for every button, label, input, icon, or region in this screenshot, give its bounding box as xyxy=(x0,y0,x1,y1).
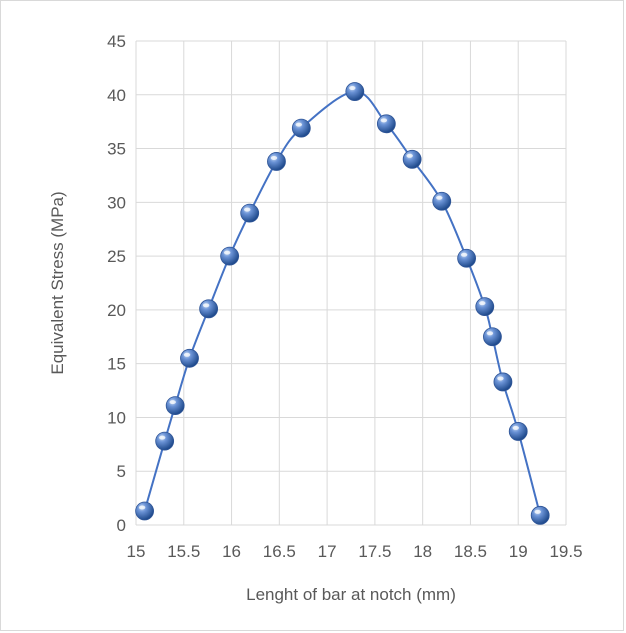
x-tick-label: 19 xyxy=(509,542,528,561)
data-point xyxy=(493,372,513,392)
y-tick-label: 25 xyxy=(107,247,126,266)
data-point xyxy=(165,396,185,416)
y-axis-title: Equivalent Stress (MPa) xyxy=(48,191,67,374)
data-points xyxy=(135,82,550,525)
data-point xyxy=(220,246,240,266)
data-point xyxy=(483,327,502,347)
x-tick-label: 15.5 xyxy=(167,542,200,561)
x-tick-label: 18 xyxy=(413,542,432,561)
x-tick-label: 19.5 xyxy=(549,542,582,561)
x-tick-label: 18.5 xyxy=(454,542,487,561)
x-tick-label: 16 xyxy=(222,542,241,561)
data-point xyxy=(180,348,199,368)
y-tick-label: 45 xyxy=(107,32,126,51)
x-tick-label: 17 xyxy=(318,542,337,561)
data-point xyxy=(155,431,175,451)
data-point xyxy=(345,82,365,101)
data-point xyxy=(530,505,550,525)
y-tick-label: 40 xyxy=(107,86,126,105)
x-tick-label: 15 xyxy=(127,542,146,561)
x-tick-label: 16.5 xyxy=(263,542,296,561)
data-point xyxy=(291,118,311,138)
y-tick-label: 20 xyxy=(107,301,126,320)
data-point xyxy=(402,149,422,169)
data-point xyxy=(508,422,528,441)
y-tick-label: 5 xyxy=(117,462,126,481)
x-tick-label: 17.5 xyxy=(358,542,391,561)
data-point xyxy=(240,203,260,223)
x-axis-title: Lenght of bar at notch (mm) xyxy=(246,585,456,604)
data-point xyxy=(432,191,452,211)
data-point xyxy=(199,299,219,319)
y-tick-label: 0 xyxy=(117,516,126,535)
y-tick-label: 15 xyxy=(107,355,126,374)
data-point xyxy=(267,152,286,171)
data-point xyxy=(475,297,495,317)
gridlines xyxy=(135,40,567,526)
data-point xyxy=(135,501,155,521)
y-tick-label: 35 xyxy=(107,140,126,159)
y-tick-label: 10 xyxy=(107,408,126,427)
tick-labels: 15 15.5 16 16.5 17 17.5 18 18.5 19 19.5 0 5 10 15 20 25… xyxy=(107,32,582,561)
data-point xyxy=(376,114,396,134)
y-tick-label: 30 xyxy=(107,193,126,212)
data-point xyxy=(457,248,477,268)
